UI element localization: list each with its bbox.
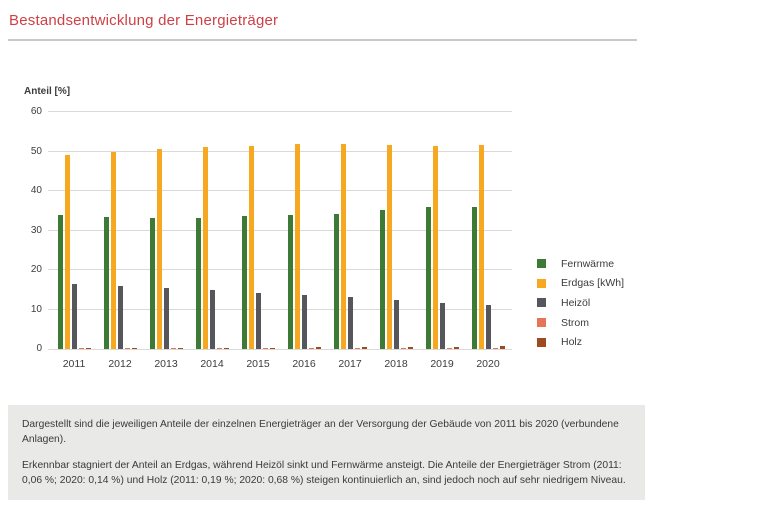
x-tick-label-2012: 2012 xyxy=(108,358,132,370)
bar-holz-2012 xyxy=(131,348,137,349)
bar-heizöl-2019 xyxy=(439,302,445,349)
legend-item: Strom xyxy=(537,313,624,333)
bar-fernwärme-2020 xyxy=(471,206,477,349)
bar-erdgas-2019 xyxy=(432,145,438,349)
bar-strom-2018 xyxy=(400,348,406,349)
bar-holz-2016 xyxy=(315,347,321,349)
legend-swatch xyxy=(537,259,546,269)
legend-swatch xyxy=(537,298,546,308)
x-tick-label-2020: 2020 xyxy=(476,358,500,370)
bar-strom-2020 xyxy=(492,348,498,349)
bar-holz-2015 xyxy=(269,347,275,349)
bar-heizöl-2016 xyxy=(301,295,307,349)
bar-strom-2013 xyxy=(170,348,176,349)
legend-item: Erdgas [kWh] xyxy=(537,274,624,294)
legend-swatch xyxy=(537,337,546,347)
gridline-30 xyxy=(48,229,512,231)
bar-holz-2018 xyxy=(407,346,413,349)
y-tick-label-30: 30 xyxy=(30,224,42,236)
bar-fernwärme-2013 xyxy=(149,217,155,349)
y-tick-label-60: 60 xyxy=(30,106,42,117)
bar-holz-2011 xyxy=(85,348,91,349)
bar-fernwärme-2017 xyxy=(333,214,339,349)
bar-fernwärme-2011 xyxy=(57,214,63,349)
x-tick-label-2011: 2011 xyxy=(62,358,86,370)
caption-box: Dargestellt sind die jeweiligen Anteile … xyxy=(8,405,645,500)
bar-heizöl-2012 xyxy=(117,285,123,349)
x-tick-label-2018: 2018 xyxy=(384,358,408,370)
y-axis-title: Anteil [%] xyxy=(24,86,71,97)
bar-fernwärme-2015 xyxy=(241,216,247,349)
bar-fernwärme-2019 xyxy=(425,207,431,349)
x-tick-label-2015: 2015 xyxy=(246,358,270,370)
bar-erdgas-2018 xyxy=(386,145,392,349)
x-tick-label-2019: 2019 xyxy=(430,358,454,370)
title-divider xyxy=(8,39,637,41)
legend-item: Fernwärme xyxy=(537,254,624,274)
bar-erdgas-2014 xyxy=(202,147,208,349)
bar-heizöl-2013 xyxy=(163,287,169,349)
bar-strom-2017 xyxy=(354,348,360,349)
bar-strom-2012 xyxy=(124,348,130,349)
y-tick-label-20: 20 xyxy=(30,264,42,275)
gridline-10 xyxy=(48,308,512,310)
bar-fernwärme-2014 xyxy=(195,218,201,349)
bar-erdgas-2020 xyxy=(478,144,484,349)
chart-legend: Fernwärme Erdgas [kWh] Heizöl Strom Holz xyxy=(537,254,624,352)
legend-label: Fernwärme xyxy=(561,257,615,270)
legend-label: Holz xyxy=(561,336,583,349)
bar-holz-2019 xyxy=(453,346,459,349)
bar-heizöl-2018 xyxy=(393,300,399,349)
x-tick-label-2014: 2014 xyxy=(200,358,224,370)
gridline-0 xyxy=(48,349,512,350)
y-tick-label-10: 10 xyxy=(30,303,42,315)
bar-holz-2014 xyxy=(223,347,229,349)
gridline-40 xyxy=(48,190,512,191)
bar-strom-2015 xyxy=(262,348,268,349)
caption-paragraph-1: Dargestellt sind die jeweiligen Anteile … xyxy=(22,419,619,445)
x-tick-label-2017: 2017 xyxy=(338,358,362,370)
legend-label: Heizöl xyxy=(561,296,591,309)
bar-heizöl-2015 xyxy=(255,292,261,349)
legend-item: Heizöl xyxy=(537,293,624,313)
gridline-50 xyxy=(48,150,512,152)
bar-strom-2011 xyxy=(78,348,84,349)
y-tick-label-40: 40 xyxy=(30,185,42,196)
bar-heizöl-2011 xyxy=(71,284,77,349)
bar-fernwärme-2016 xyxy=(287,215,293,349)
legend-swatch xyxy=(537,318,546,328)
bar-heizöl-2017 xyxy=(347,296,353,349)
legend-swatch xyxy=(537,278,546,288)
caption-paragraph-2: Erkennbar stagniert der Anteil an Erdgas… xyxy=(22,459,626,486)
bar-heizöl-2020 xyxy=(485,304,491,349)
legend-label: Strom xyxy=(561,316,590,329)
bar-erdgas-2012 xyxy=(110,151,116,349)
bar-holz-2020 xyxy=(499,346,505,349)
bar-erdgas-2017 xyxy=(340,143,346,349)
bar-chart-plot xyxy=(48,111,512,350)
y-tick-label-0: 0 xyxy=(36,343,42,354)
bar-strom-2016 xyxy=(308,348,314,349)
gridline-60 xyxy=(48,111,512,112)
bar-fernwärme-2018 xyxy=(379,209,385,349)
bar-strom-2014 xyxy=(216,348,222,349)
legend-label: Erdgas [kWh] xyxy=(561,277,625,290)
page-title: Bestandsentwicklung der Energieträger xyxy=(9,12,279,29)
legend-item: Holz xyxy=(537,332,624,352)
bar-erdgas-2015 xyxy=(248,146,254,349)
x-tick-label-2013: 2013 xyxy=(154,358,178,370)
y-tick-label-50: 50 xyxy=(30,145,42,157)
bar-fernwärme-2012 xyxy=(103,216,109,349)
bar-erdgas-2013 xyxy=(156,149,162,349)
bar-holz-2017 xyxy=(361,347,367,349)
x-tick-label-2016: 2016 xyxy=(292,358,316,370)
bar-heizöl-2014 xyxy=(209,290,215,349)
bar-erdgas-2016 xyxy=(294,144,300,349)
bar-strom-2019 xyxy=(446,348,452,349)
gridline-20 xyxy=(48,269,512,270)
bar-holz-2013 xyxy=(177,347,183,349)
bar-erdgas-2011 xyxy=(64,154,70,349)
